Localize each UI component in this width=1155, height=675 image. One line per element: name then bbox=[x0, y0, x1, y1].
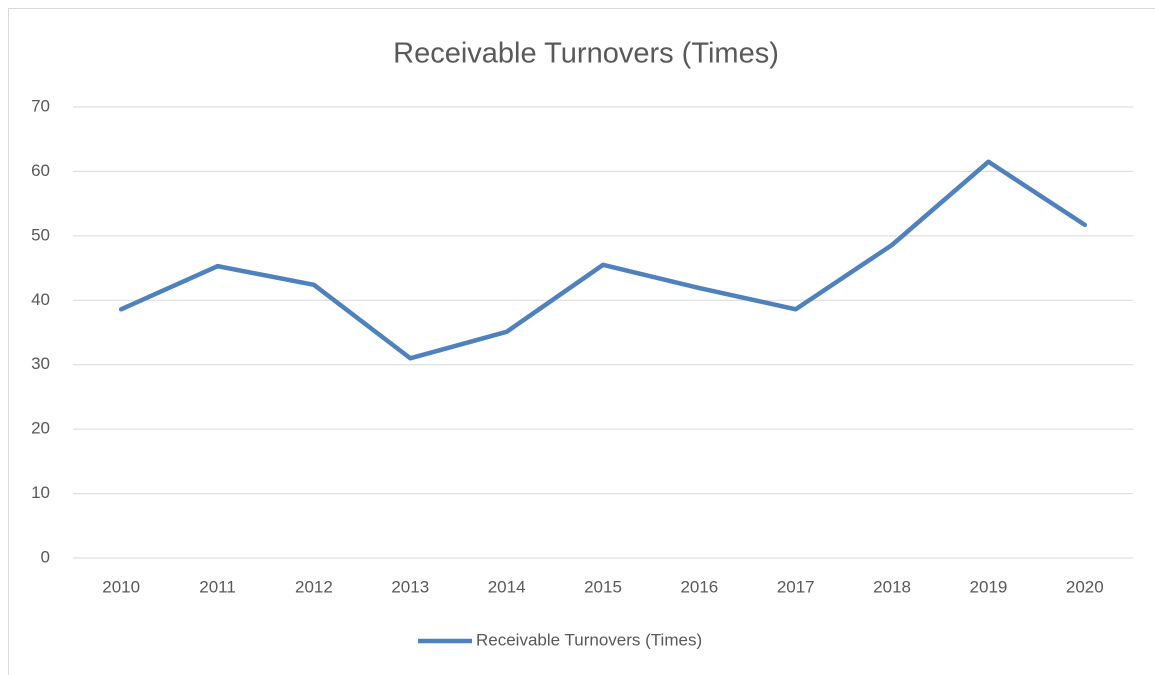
data-line bbox=[118, 159, 1088, 361]
y-tick-label: 50 bbox=[31, 225, 50, 244]
y-tick-label: 10 bbox=[31, 483, 50, 502]
x-tick-label: 2017 bbox=[777, 577, 815, 596]
y-tick-label: 0 bbox=[41, 547, 50, 566]
x-tick-label: 2010 bbox=[102, 577, 140, 596]
y-tick-label: 20 bbox=[31, 419, 50, 438]
y-tick-label: 70 bbox=[31, 96, 50, 115]
x-tick-label: 2011 bbox=[199, 577, 236, 596]
x-tick-label: 2015 bbox=[584, 577, 622, 596]
y-tick-label: 60 bbox=[31, 161, 50, 180]
x-tick-label: 2014 bbox=[488, 577, 526, 596]
x-tick-label: 2020 bbox=[1066, 577, 1104, 596]
chart-title: Receivable Turnovers (Times) bbox=[393, 38, 779, 70]
x-tick-label: 2013 bbox=[391, 577, 429, 596]
y-tick-label: 40 bbox=[31, 290, 50, 309]
x-tick-label: 2012 bbox=[295, 577, 333, 596]
x-tick-label: 2016 bbox=[680, 577, 718, 596]
x-tick-label: 2019 bbox=[970, 577, 1008, 596]
y-tick-label: 30 bbox=[31, 354, 50, 373]
legend-label: Receivable Turnovers (Times) bbox=[476, 630, 702, 649]
x-tick-label: 2018 bbox=[873, 577, 911, 596]
chart-frame bbox=[8, 8, 1155, 675]
